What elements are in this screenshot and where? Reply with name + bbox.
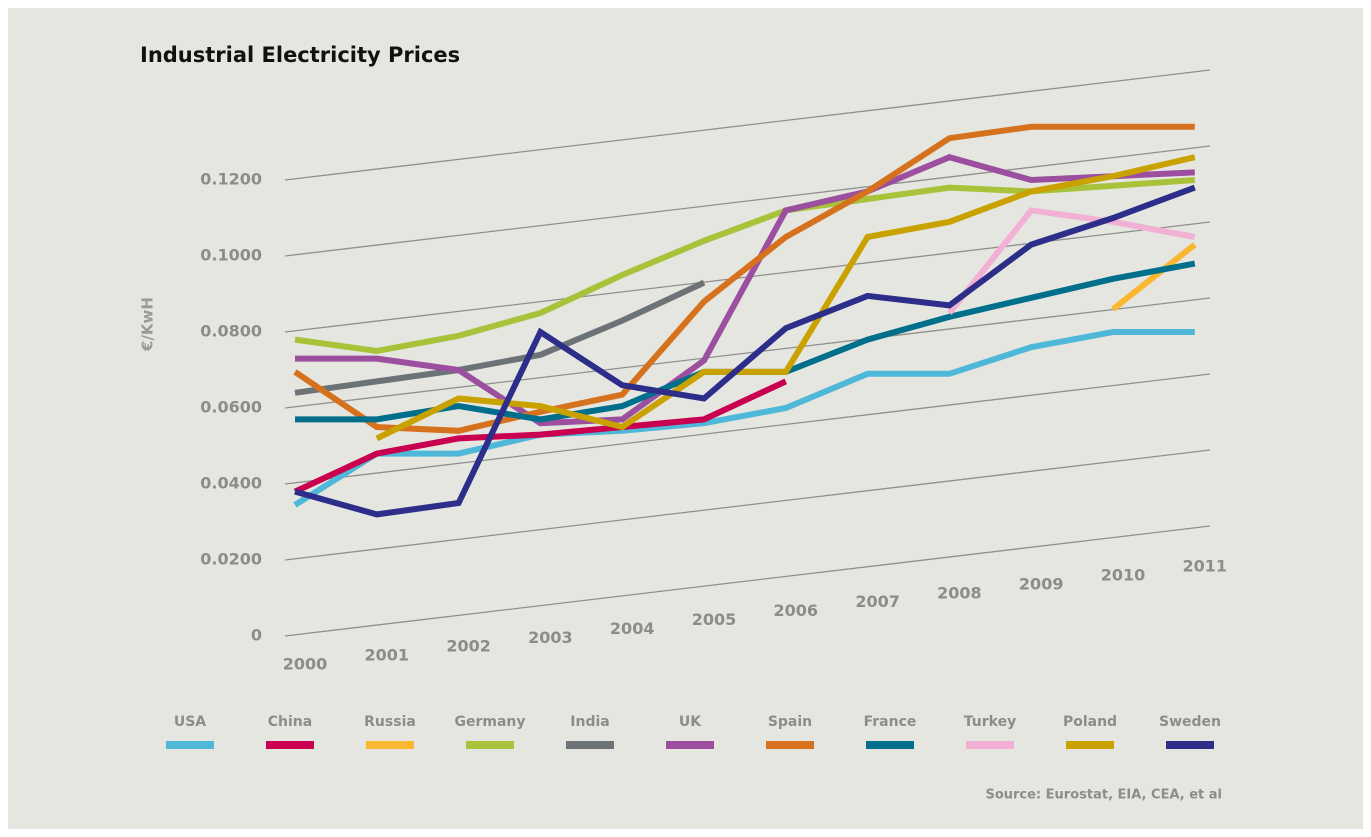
x-tick-label: 2010: [1101, 566, 1146, 585]
legend-swatch: [1066, 741, 1114, 749]
legend-swatch: [1166, 741, 1214, 749]
legend-swatch: [366, 741, 414, 749]
x-tick-label: 2001: [365, 646, 410, 665]
legend-swatch: [266, 741, 314, 749]
x-tick-label: 2004: [610, 619, 655, 638]
series-line: [294, 184, 1196, 518]
legend-swatch: [866, 741, 914, 749]
series-line: [293, 378, 788, 495]
legend-label: Spain: [768, 714, 812, 730]
series-line: [293, 123, 1195, 434]
legend-swatch: [966, 741, 1014, 749]
legend-swatch: [566, 741, 614, 749]
series-line: [293, 329, 1195, 508]
y-tick-label: 0.1200: [200, 170, 262, 189]
legend-swatch: [166, 741, 214, 749]
grid-line: [284, 525, 1211, 637]
chart-title: Industrial Electricity Prices: [140, 43, 460, 67]
legend-label: Germany: [454, 714, 525, 730]
grid-line: [284, 297, 1211, 409]
y-axis-label: €/KwH: [139, 297, 157, 352]
legend-label: India: [570, 714, 609, 730]
legend-label: Russia: [364, 714, 416, 730]
x-tick-label: 2009: [1019, 574, 1064, 593]
x-tick-label: 2006: [774, 601, 819, 620]
legend-swatch: [466, 741, 514, 749]
legend-label: UK: [679, 714, 702, 730]
legend-label: Turkey: [964, 714, 1016, 730]
series-line: [947, 207, 1196, 315]
y-tick-label: 0.0600: [200, 398, 262, 417]
y-tick-label: 0.0400: [200, 474, 262, 493]
x-tick-label: 2003: [528, 628, 573, 647]
grid-line: [284, 449, 1211, 561]
legend-label: Sweden: [1159, 714, 1221, 730]
x-tick-label: 2007: [855, 592, 900, 611]
y-tick-label: 0.0200: [200, 550, 262, 569]
source: Source: Eurostat, EIA, CEA, et al: [985, 788, 1222, 803]
x-tick-label: 2002: [446, 637, 491, 656]
grid-line: [284, 373, 1211, 485]
y-tick-label: 0: [251, 626, 262, 645]
legend-swatch: [766, 741, 814, 749]
grid-line: [284, 69, 1211, 181]
legend-label: China: [268, 714, 312, 730]
legend-swatch: [666, 741, 714, 749]
legend-label: USA: [174, 714, 206, 730]
legend-label: Poland: [1063, 714, 1117, 730]
x-tick-label: 2000: [283, 655, 328, 674]
series-line: [375, 154, 1196, 442]
x-tick-label: 2008: [937, 583, 982, 602]
x-tick-label: 2011: [1183, 557, 1228, 576]
legend-label: France: [864, 714, 917, 730]
grid-line: [284, 145, 1211, 257]
y-tick-label: 0.1000: [200, 246, 262, 265]
x-tick-label: 2005: [692, 610, 737, 629]
y-tick-label: 0.0800: [200, 322, 262, 341]
series-line: [1111, 242, 1197, 312]
series-line: [295, 154, 1195, 427]
series-line: [294, 279, 706, 396]
